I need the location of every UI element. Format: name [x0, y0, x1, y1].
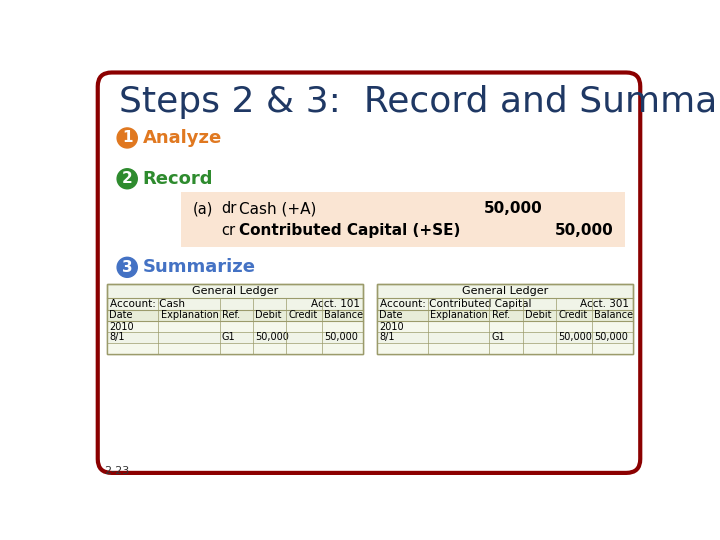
Text: 8/1: 8/1: [109, 333, 125, 342]
Text: Explanation: Explanation: [431, 310, 488, 320]
Text: 2: 2: [122, 171, 132, 186]
Bar: [377, 332, 632, 343]
Bar: [107, 321, 363, 332]
Text: 50,000: 50,000: [484, 201, 542, 217]
Bar: [107, 309, 363, 321]
Text: Cash (+A): Cash (+A): [239, 201, 316, 217]
Text: Debit: Debit: [255, 310, 282, 320]
Text: Summarize: Summarize: [143, 258, 256, 276]
Circle shape: [117, 257, 138, 278]
Text: Credit: Credit: [558, 310, 588, 320]
Bar: [377, 309, 632, 321]
Text: 1: 1: [122, 131, 132, 145]
Text: dr: dr: [222, 201, 237, 217]
Bar: [107, 343, 363, 354]
Text: Credit: Credit: [289, 310, 318, 320]
Text: 50,000: 50,000: [594, 333, 628, 342]
Text: (a): (a): [192, 201, 212, 217]
Circle shape: [117, 168, 138, 189]
Text: G1: G1: [492, 333, 505, 342]
Text: General Ledger: General Ledger: [192, 286, 278, 296]
Text: G1: G1: [222, 333, 235, 342]
Text: Record: Record: [143, 170, 213, 188]
Bar: [377, 284, 632, 354]
Text: Date: Date: [379, 310, 402, 320]
Text: General Ledger: General Ledger: [462, 286, 548, 296]
Bar: [107, 332, 363, 343]
Text: 8/1: 8/1: [379, 333, 395, 342]
Bar: [377, 284, 632, 354]
Text: Account: Contributed Capital: Account: Contributed Capital: [380, 299, 531, 309]
Text: Balance: Balance: [324, 310, 364, 320]
Text: Ref.: Ref.: [492, 310, 510, 320]
Text: Explanation: Explanation: [161, 310, 218, 320]
Bar: [181, 192, 625, 247]
Text: Analyze: Analyze: [143, 129, 222, 147]
Bar: [377, 321, 632, 332]
Text: 2-23: 2-23: [104, 467, 129, 476]
Text: Account: Cash: Account: Cash: [110, 299, 185, 309]
Text: 2010: 2010: [379, 322, 404, 332]
Text: 50,000: 50,000: [324, 333, 358, 342]
Text: Date: Date: [109, 310, 133, 320]
Text: 50,000: 50,000: [558, 333, 592, 342]
Bar: [107, 284, 363, 354]
Text: Acct. 301: Acct. 301: [580, 299, 629, 309]
Text: Ref.: Ref.: [222, 310, 240, 320]
FancyBboxPatch shape: [98, 72, 640, 473]
Text: cr: cr: [222, 223, 236, 238]
Text: 3: 3: [122, 260, 132, 275]
Text: Acct. 101: Acct. 101: [311, 299, 360, 309]
Text: 2010: 2010: [109, 322, 134, 332]
Text: Balance: Balance: [594, 310, 633, 320]
Bar: [107, 284, 363, 354]
Text: 50,000: 50,000: [255, 333, 289, 342]
Text: 50,000: 50,000: [555, 223, 614, 238]
Text: Steps 2 & 3:  Record and Summarize: Steps 2 & 3: Record and Summarize: [120, 85, 720, 119]
Text: Debit: Debit: [525, 310, 552, 320]
Bar: [377, 343, 632, 354]
Text: Contributed Capital (+SE): Contributed Capital (+SE): [239, 223, 460, 238]
Circle shape: [117, 128, 138, 148]
